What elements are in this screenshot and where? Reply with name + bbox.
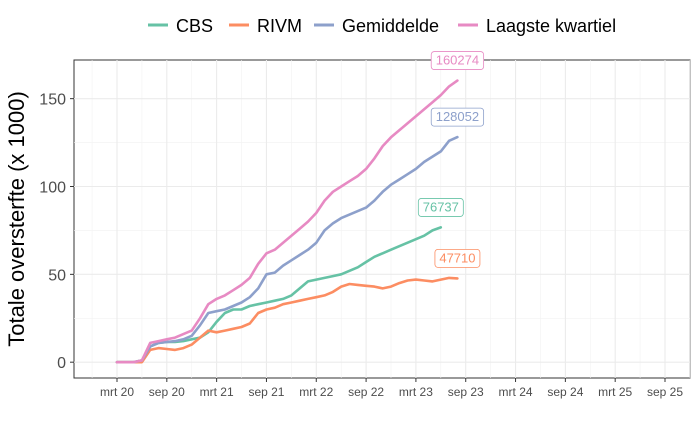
series-line-laagste-kwartiel xyxy=(115,79,459,364)
plot-panel xyxy=(73,59,691,379)
y-tick-label: 100 xyxy=(39,179,66,196)
y-axis: 0 50 100 150 xyxy=(39,92,74,372)
y-tick-label: 0 xyxy=(57,355,66,372)
series-line-rivm xyxy=(115,276,459,364)
end-label-text: 160274 xyxy=(436,53,479,68)
series-line-gemiddelde xyxy=(115,135,459,364)
x-tick-label: mrt 20 xyxy=(100,385,134,399)
legend-item: Gemiddelde xyxy=(314,16,439,36)
minor-grid xyxy=(74,60,691,378)
x-tick-label: mrt 23 xyxy=(399,385,433,399)
series-lines xyxy=(115,79,459,364)
y-tick-label: 50 xyxy=(48,267,66,284)
legend-item: RIVM xyxy=(229,16,302,36)
x-tick-label: mrt 24 xyxy=(499,385,533,399)
end-label-text: 47710 xyxy=(439,250,475,265)
x-axis: mrt 20 sep 20 mrt 21 sep 21 mrt 22 sep 22 mrt … xyxy=(100,378,683,399)
legend: CBS RIVM Gemiddelde Laagste kwartiel xyxy=(148,16,616,36)
x-tick-label: mrt 21 xyxy=(200,385,234,399)
legend-item: CBS xyxy=(148,16,213,36)
end-label: 160274 xyxy=(430,51,485,70)
end-label: 47710 xyxy=(434,248,481,268)
end-label-box xyxy=(430,51,485,70)
x-tick-label: sep 21 xyxy=(248,385,284,399)
end-labels: 76737 47710 128052 160274 xyxy=(417,51,485,268)
legend-label: Gemiddelde xyxy=(342,16,439,36)
x-tick-label: sep 20 xyxy=(149,385,185,399)
end-label-box xyxy=(417,198,464,217)
y-tick-label: 150 xyxy=(39,92,66,109)
end-label: 76737 xyxy=(417,198,464,217)
end-label: 128052 xyxy=(430,107,485,127)
end-label-text: 76737 xyxy=(423,199,459,214)
end-label-box xyxy=(434,248,481,268)
x-tick-label: sep 23 xyxy=(448,385,484,399)
legend-item: Laagste kwartiel xyxy=(458,16,616,36)
y-axis-label: Totale oversterfte (x 1000) xyxy=(4,91,29,347)
x-tick-label: mrt 22 xyxy=(299,385,333,399)
x-tick-label: sep 25 xyxy=(647,385,683,399)
end-label-box xyxy=(430,107,485,127)
end-label-text: 128052 xyxy=(436,109,479,124)
legend-label: CBS xyxy=(176,16,213,36)
legend-label: RIVM xyxy=(257,16,302,36)
x-tick-label: sep 24 xyxy=(547,385,583,399)
legend-label: Laagste kwartiel xyxy=(486,16,616,36)
x-tick-label: mrt 25 xyxy=(598,385,632,399)
x-tick-label: sep 22 xyxy=(348,385,384,399)
